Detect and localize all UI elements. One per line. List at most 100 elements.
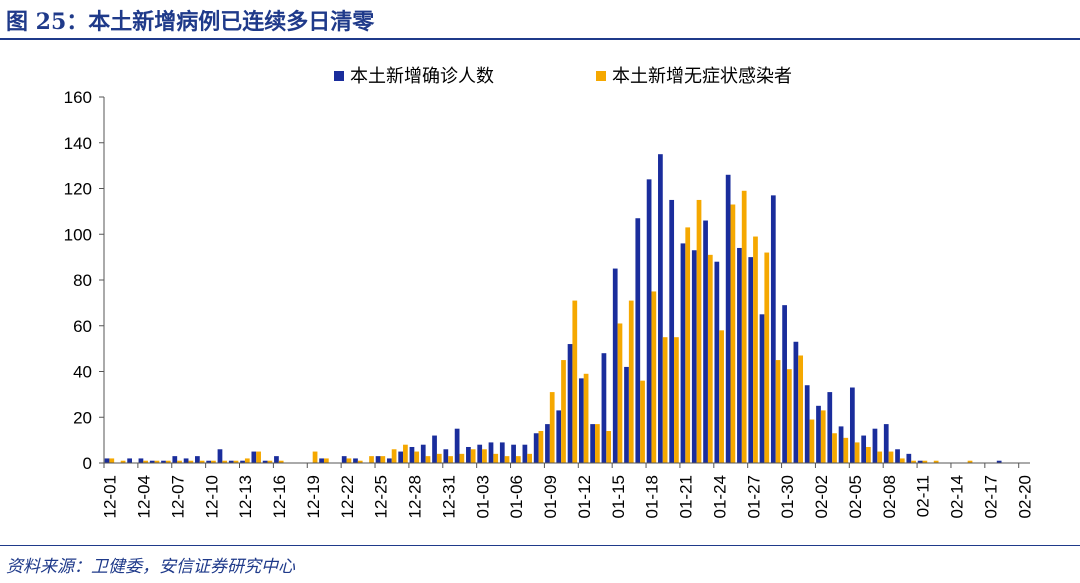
x-tick-label: 12-19 <box>304 475 323 518</box>
x-tick-label: 02-14 <box>948 475 967 518</box>
bar-confirmed <box>341 456 347 463</box>
bar-asymptomatic <box>696 199 702 463</box>
x-tick-label: 12-10 <box>202 475 221 518</box>
bar-asymptomatic <box>888 451 894 463</box>
bar-asymptomatic <box>470 449 476 463</box>
bar-asymptomatic <box>459 453 465 463</box>
bar-confirmed <box>861 435 867 463</box>
bar-asymptomatic <box>482 449 487 463</box>
bar-asymptomatic <box>538 430 544 463</box>
bar-confirmed <box>522 444 528 463</box>
bar-confirmed <box>691 250 697 463</box>
legend-swatch-2 <box>596 71 606 81</box>
legend-label-1: 本土新增确诊人数 <box>350 66 494 87</box>
bar-confirmed <box>477 444 483 463</box>
bar-asymptomatic <box>707 254 713 463</box>
bar-asymptomatic <box>177 460 182 463</box>
x-tick-label: 02-05 <box>846 475 865 518</box>
bar-asymptomatic <box>786 369 792 463</box>
bar-asymptomatic <box>267 460 273 463</box>
bar-confirmed <box>849 387 855 463</box>
bar-asymptomatic <box>911 460 916 463</box>
y-tick-label: 140 <box>64 134 92 153</box>
x-tick-label: 01-24 <box>710 475 729 518</box>
bars <box>104 154 1002 464</box>
bar-confirmed <box>545 424 550 463</box>
bar-confirmed <box>759 314 765 463</box>
bar-confirmed <box>138 458 144 463</box>
x-axis: 12-01 12-04 12-07 12-10 12-13 12-16 12-19 12-22… <box>101 462 1034 518</box>
figure-header: 图 25：本土新增病例已连续多日清零 <box>0 0 1080 40</box>
bar-confirmed <box>104 458 110 463</box>
bar-confirmed <box>420 444 426 463</box>
bar-confirmed <box>872 428 878 463</box>
bar-confirmed <box>917 460 923 463</box>
bar-confirmed <box>409 446 415 463</box>
x-tick-label: 12-16 <box>270 475 289 518</box>
bar-asymptomatic <box>436 453 442 463</box>
x-tick-label: 01-12 <box>575 475 594 518</box>
x-tick-label: 12-13 <box>236 475 255 518</box>
legend-swatch-1 <box>334 71 344 81</box>
x-tick-label: 12-04 <box>135 475 154 518</box>
bar-confirmed <box>240 460 245 463</box>
bar-confirmed <box>748 257 754 464</box>
bar-confirmed <box>556 410 562 463</box>
bar-confirmed <box>161 460 166 463</box>
header-rule <box>0 38 1080 40</box>
bar-confirmed <box>533 433 539 463</box>
y-tick-label: 80 <box>73 271 92 290</box>
bar-asymptomatic <box>120 460 126 463</box>
bar-asymptomatic <box>662 337 668 463</box>
bar-confirmed <box>725 174 731 463</box>
x-tick-label: 12-31 <box>439 475 458 518</box>
bar-confirmed <box>217 449 223 463</box>
x-tick-label: 02-11 <box>914 475 933 517</box>
bar-confirmed <box>499 442 505 463</box>
bar-confirmed <box>624 366 629 463</box>
bar-asymptomatic <box>403 444 408 463</box>
bar-asymptomatic <box>369 456 374 463</box>
bar-confirmed <box>274 456 279 463</box>
y-tick-label: 40 <box>73 363 92 382</box>
figure-title: 图 25：本土新增病例已连续多日清零 <box>6 9 375 35</box>
bar-asymptomatic <box>595 424 600 463</box>
bar-asymptomatic <box>809 419 815 463</box>
bar-confirmed <box>262 460 268 463</box>
bar-asymptomatic <box>188 460 194 463</box>
x-tick-label: 01-30 <box>778 475 797 518</box>
legend: 本土新增确诊人数 本土新增无症状感染者 <box>334 66 792 87</box>
bar-confirmed <box>511 444 516 463</box>
bar-chart: 本土新增确诊人数 本土新增无症状感染者 0 20 40 60 80 100 120 140 160… <box>64 66 1035 518</box>
bar-confirmed <box>590 424 595 463</box>
bar-confirmed <box>466 446 471 463</box>
bar-asymptomatic <box>154 460 160 463</box>
bar-confirmed <box>680 243 686 463</box>
bar-asymptomatic <box>967 460 973 463</box>
bar-asymptomatic <box>278 460 284 463</box>
bar-asymptomatic <box>391 449 397 463</box>
y-tick-label: 0 <box>83 454 92 473</box>
bar-confirmed <box>432 435 437 463</box>
x-tick-label: 01-21 <box>677 475 696 518</box>
bar-asymptomatic <box>741 190 747 464</box>
x-tick-label: 01-03 <box>473 475 492 518</box>
bar-asymptomatic <box>798 355 804 463</box>
bar-asymptomatic <box>211 460 216 463</box>
x-tick-label: 02-08 <box>880 475 899 518</box>
bar-confirmed <box>195 456 200 463</box>
bar-confirmed <box>782 305 787 463</box>
bar-confirmed <box>793 341 799 463</box>
bar-confirmed <box>398 451 404 463</box>
bar-asymptomatic <box>583 373 589 463</box>
bar-asymptomatic <box>753 236 758 463</box>
bar-confirmed <box>612 268 618 463</box>
bar-asymptomatic <box>244 458 250 463</box>
bar-confirmed <box>669 199 675 463</box>
bar-asymptomatic <box>832 433 837 463</box>
x-tick-label: 01-15 <box>609 475 628 518</box>
bar-asymptomatic <box>606 430 612 463</box>
bar-asymptomatic <box>843 437 849 463</box>
bar-asymptomatic <box>323 458 329 463</box>
bar-confirmed <box>714 261 720 463</box>
